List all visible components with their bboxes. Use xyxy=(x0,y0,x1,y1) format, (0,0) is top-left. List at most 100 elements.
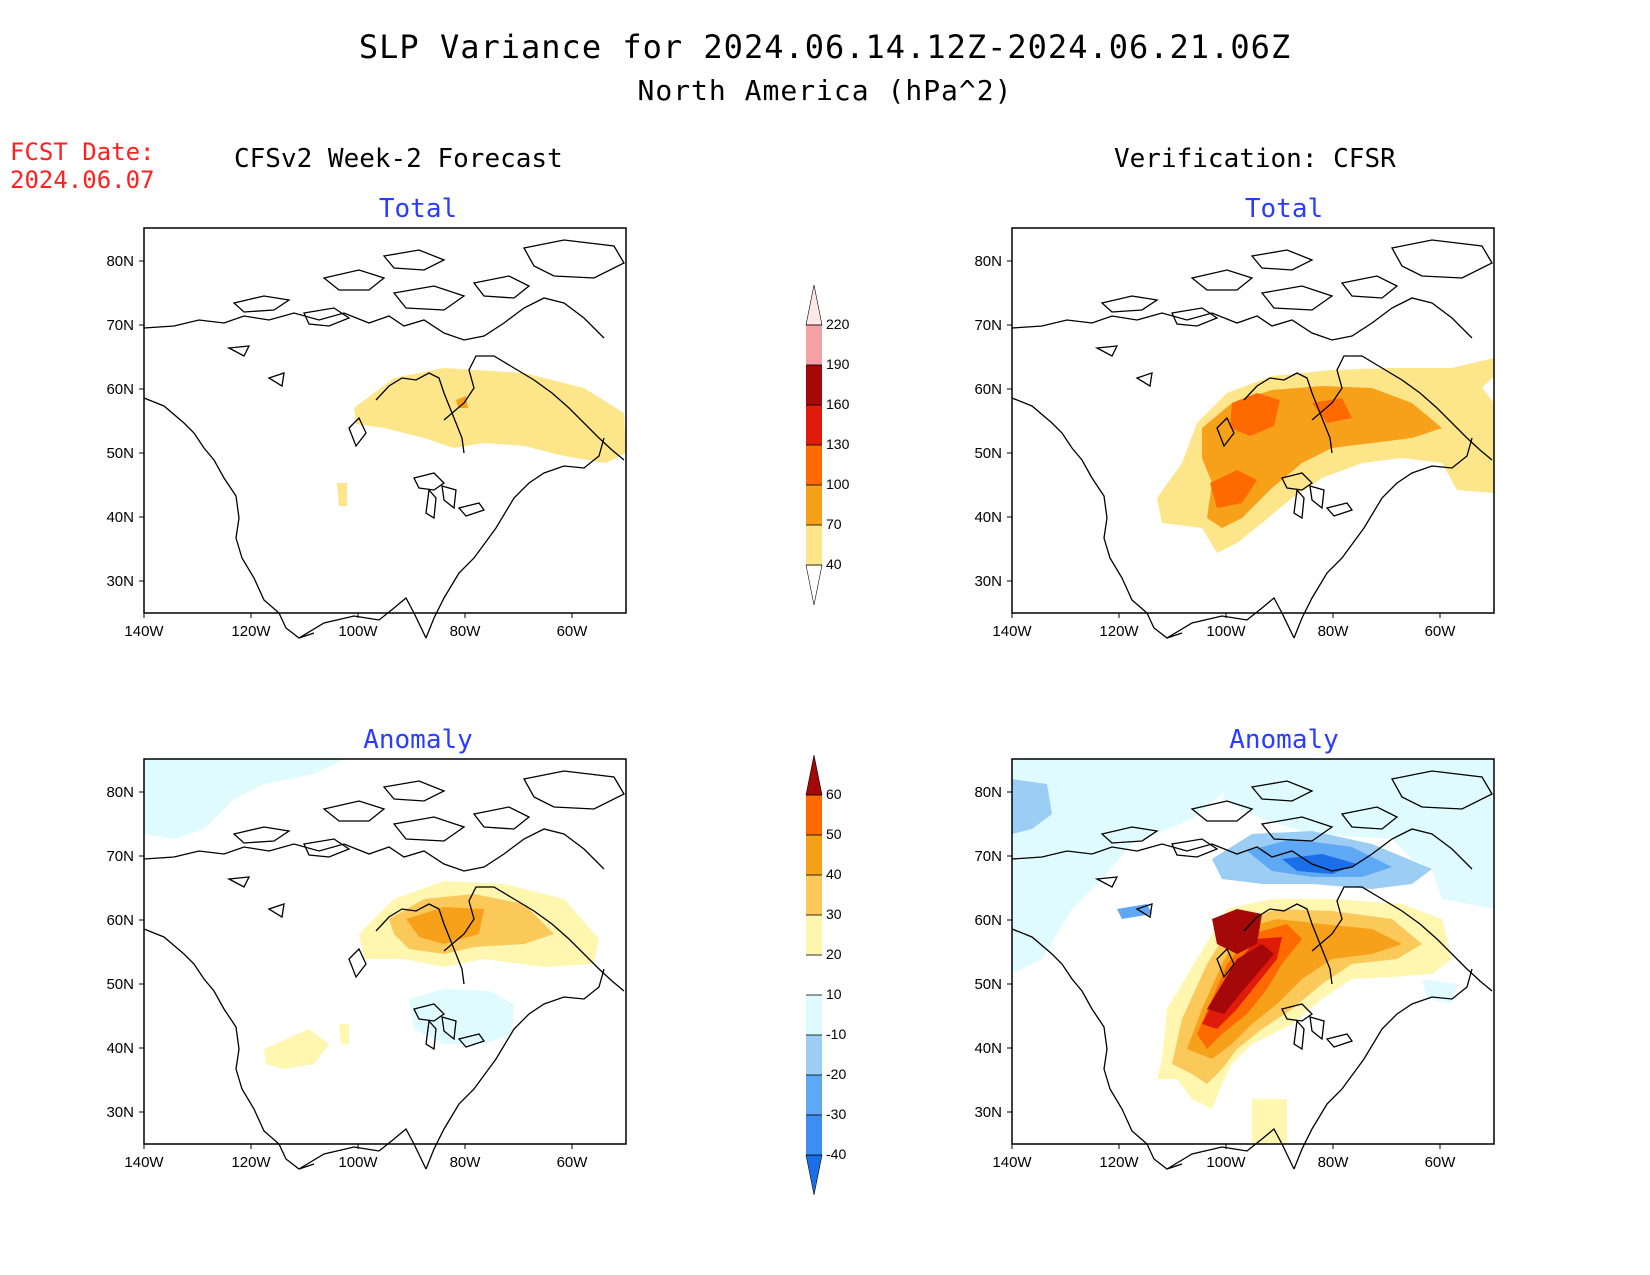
map-frame xyxy=(1011,758,1495,1145)
lat-tick-label: 60N xyxy=(974,912,1002,929)
verification-total-shading xyxy=(1157,358,1494,558)
lon-tick-label: 120W xyxy=(1099,1154,1139,1171)
colorbar-label: 20 xyxy=(826,946,842,962)
lat-tick-label: 70N xyxy=(974,848,1002,865)
lat-tick-label: 80N xyxy=(974,253,1002,270)
colorbar-swatch xyxy=(805,564,823,606)
lon-tick-label: 80W xyxy=(1318,623,1350,640)
colorbar-swatch xyxy=(806,795,822,835)
lat-tick-label: 60N xyxy=(106,912,134,929)
lat-tick-label: 70N xyxy=(974,317,1002,334)
lat-tick-label: 50N xyxy=(106,445,134,462)
lat-axis: 30N 40N 50N 60N 70N 80N xyxy=(974,784,1012,1121)
total-colorbar: 40 70 100 130 160 190 220 xyxy=(805,285,850,606)
fcst-date: FCST Date: 2024.06.07 xyxy=(10,138,155,194)
verification-column-title: Verification: CFSR xyxy=(1114,144,1396,174)
forecast-column-title: CFSv2 Week-2 Forecast xyxy=(234,144,563,174)
colorbar-swatch xyxy=(805,755,823,796)
lon-axis: 140W 120W 100W 80W 60W xyxy=(992,1144,1456,1171)
lon-tick-label: 100W xyxy=(1206,623,1246,640)
map-frame xyxy=(143,227,627,614)
forecast-total-title: Total xyxy=(378,194,458,224)
colorbar-label: 40 xyxy=(826,556,842,572)
lat-tick-label: 30N xyxy=(106,1104,134,1121)
map-frame xyxy=(143,758,627,1145)
lon-tick-label: 140W xyxy=(992,623,1032,640)
lat-tick-label: 80N xyxy=(106,253,134,270)
colorbar-label: 220 xyxy=(826,316,850,332)
lat-tick-label: 40N xyxy=(974,509,1002,526)
lon-tick-label: 80W xyxy=(450,623,482,640)
lat-tick-label: 40N xyxy=(106,509,134,526)
colorbar-swatch xyxy=(806,1035,822,1075)
colorbar-swatch xyxy=(806,405,822,445)
colorbar-swatch xyxy=(806,835,822,875)
colorbar-label: 50 xyxy=(826,826,842,842)
lat-tick-label: 70N xyxy=(106,317,134,334)
lon-tick-label: 120W xyxy=(1099,623,1139,640)
colorbar-label: 30 xyxy=(826,906,842,922)
verification-total-title: Total xyxy=(1244,194,1324,224)
colorbar-swatch xyxy=(806,325,822,365)
colorbar-label: -30 xyxy=(826,1106,846,1122)
lon-tick-label: 140W xyxy=(124,1154,164,1171)
fcst-date-label: FCST Date: xyxy=(10,138,155,166)
lat-tick-label: 40N xyxy=(106,1040,134,1057)
lon-tick-label: 100W xyxy=(338,1154,378,1171)
colorbar-swatch xyxy=(806,955,822,995)
fcst-date-value: 2024.06.07 xyxy=(10,166,155,194)
colorbar-swatch xyxy=(806,365,822,405)
colorbar-swatch xyxy=(806,445,822,485)
colorbar-label: 190 xyxy=(826,356,850,372)
lat-tick-label: 30N xyxy=(106,573,134,590)
colorbar-swatch xyxy=(805,285,823,326)
lat-tick-label: 50N xyxy=(974,445,1002,462)
lon-tick-label: 60W xyxy=(557,623,589,640)
colorbar-label: -10 xyxy=(826,1026,846,1042)
lon-axis: 140W 120W 100W 80W 60W xyxy=(124,613,588,640)
lon-tick-label: 60W xyxy=(557,1154,589,1171)
forecast-total-map: 30N 40N 50N 60N 70N 80N 140W 120W 100W 8… xyxy=(106,227,627,640)
lon-axis: 140W 120W 100W 80W 60W xyxy=(124,1144,588,1171)
lat-axis: 30N 40N 50N 60N 70N 80N xyxy=(106,253,144,590)
forecast-anomaly-map: 30N 40N 50N 60N 70N 80N 140W 120W 100W 8… xyxy=(106,758,627,1171)
colorbar-label: 60 xyxy=(826,786,842,802)
colorbar-swatch xyxy=(806,525,822,565)
forecast-anomaly-title: Anomaly xyxy=(363,725,473,755)
lon-tick-label: 140W xyxy=(124,623,164,640)
colorbar-label: 70 xyxy=(826,516,842,532)
colorbar-swatch xyxy=(806,1075,822,1115)
lat-tick-label: 70N xyxy=(106,848,134,865)
forecast-total-shading xyxy=(337,368,626,506)
lon-axis: 140W 120W 100W 80W 60W xyxy=(992,613,1456,640)
lon-tick-label: 60W xyxy=(1425,623,1457,640)
lon-tick-label: 120W xyxy=(231,623,271,640)
lat-axis: 30N 40N 50N 60N 70N 80N xyxy=(974,253,1012,590)
colorbar-label: 130 xyxy=(826,436,850,452)
colorbar-label: -20 xyxy=(826,1066,846,1082)
lon-tick-label: 80W xyxy=(1318,1154,1350,1171)
colorbar-label: 100 xyxy=(826,476,850,492)
verification-anomaly-title: Anomaly xyxy=(1229,725,1339,755)
colorbar-label: 160 xyxy=(826,396,850,412)
lat-tick-label: 50N xyxy=(106,976,134,993)
map-frame xyxy=(1011,227,1495,614)
subtitle: North America (hPa^2) xyxy=(637,74,1013,107)
colorbar-swatch xyxy=(806,485,822,525)
colorbar-swatch xyxy=(806,1115,822,1155)
lat-tick-label: 80N xyxy=(974,784,1002,801)
lat-axis: 30N 40N 50N 60N 70N 80N xyxy=(106,784,144,1121)
colorbar-label: 10 xyxy=(826,986,842,1002)
colorbar-swatch xyxy=(806,995,822,1035)
lon-tick-label: 80W xyxy=(450,1154,482,1171)
lat-tick-label: 40N xyxy=(974,1040,1002,1057)
verification-total-map: 30N 40N 50N 60N 70N 80N 140W 120W 100W 8… xyxy=(974,227,1495,640)
anomaly-colorbar: -40 -30 -20 -10 10 20 30 40 50 60 xyxy=(805,755,846,1196)
lon-tick-label: 100W xyxy=(338,623,378,640)
lon-tick-label: 60W xyxy=(1425,1154,1457,1171)
main-title: SLP Variance for 2024.06.14.12Z-2024.06.… xyxy=(358,28,1292,66)
lon-tick-label: 140W xyxy=(992,1154,1032,1171)
colorbar-swatch xyxy=(806,915,822,955)
colorbar-label: 40 xyxy=(826,866,842,882)
lat-tick-label: 30N xyxy=(974,573,1002,590)
